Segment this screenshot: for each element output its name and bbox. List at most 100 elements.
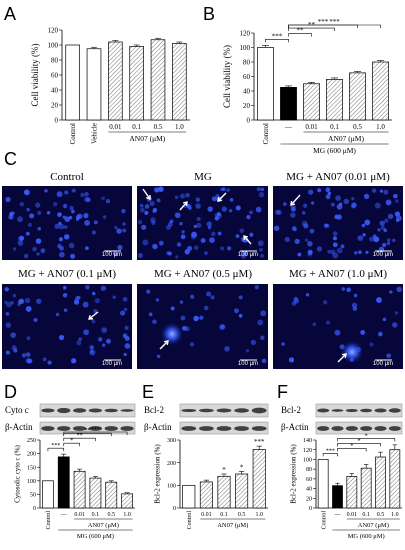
nucleus [246, 215, 251, 220]
nucleus [228, 209, 233, 213]
nucleus [249, 232, 254, 237]
nucleus [62, 285, 67, 290]
nucleus [137, 253, 143, 259]
y-axis-label: Bcl-2 expression (%) [154, 444, 162, 504]
chart-d: 0 50 100 150 200 250 Cytosolic cyto c (%) Contr… [14, 427, 135, 540]
nucleus [227, 246, 232, 251]
nucleus [273, 225, 280, 231]
nucleus [377, 228, 381, 232]
y-tick-label: 100 [303, 458, 312, 464]
nucleus [187, 204, 193, 210]
nucleus [226, 188, 230, 192]
nucleus [89, 345, 95, 350]
nucleus [274, 209, 281, 215]
y-tick-label: 0 [247, 116, 251, 124]
blot-band [41, 408, 55, 413]
micrograph-tile-mg-an07-01: 100 μm [2, 284, 132, 369]
x-tick-label: 1.0 [376, 123, 385, 131]
bar [73, 470, 86, 509]
x-tick-label: 1.0 [255, 512, 263, 518]
nucleus [180, 315, 186, 321]
nucleus [260, 335, 265, 341]
x-tick-label: Control [187, 511, 193, 530]
nucleus [304, 238, 309, 243]
y-tick-label: 80 [306, 467, 312, 473]
nucleus [23, 189, 30, 196]
nucleus [220, 246, 225, 251]
nucleus [224, 345, 230, 352]
nucleus [32, 246, 37, 252]
bar [372, 61, 389, 121]
nucleus [346, 287, 351, 293]
nucleus [5, 322, 12, 328]
significance-bracket [337, 443, 381, 447]
nucleus [120, 310, 126, 316]
nucleus [383, 228, 388, 233]
nucleus [17, 240, 24, 246]
y-tick-label: 20 [306, 496, 312, 502]
x-tick-label: 0.1 [330, 123, 339, 131]
y-tick-label: 300 [167, 438, 176, 444]
nucleus [336, 204, 343, 210]
nucleus [206, 221, 212, 227]
nucleus [209, 237, 215, 243]
nucleus [64, 190, 69, 195]
blot-row-label: Cyto c [5, 405, 29, 415]
nucleus [384, 218, 389, 223]
arrow-head-icon [217, 196, 223, 202]
nucleus [256, 187, 261, 192]
nucleus [62, 292, 68, 298]
nucleus [257, 319, 264, 326]
y-tick-label: 100 [167, 483, 176, 489]
y-tick-label: 60 [243, 73, 251, 81]
nucleus [74, 296, 80, 302]
nucleus [339, 344, 345, 350]
significance-mark: *** [318, 18, 329, 26]
blot-band [374, 426, 387, 431]
nucleus [239, 228, 245, 234]
fluorescent-glow [160, 322, 184, 346]
nucleus [291, 226, 297, 231]
nucleus [156, 354, 161, 359]
nucleus [139, 207, 145, 213]
y-tick-label: 120 [240, 29, 251, 37]
significance-bracket [322, 453, 338, 457]
x-tick-label: 1.0 [123, 512, 131, 518]
nucleus [193, 315, 199, 322]
nucleus [281, 342, 285, 346]
nucleus [349, 358, 354, 362]
nucleus [235, 234, 240, 239]
nucleus [17, 302, 22, 307]
nucleus [64, 234, 70, 240]
nucleus [355, 346, 361, 353]
nucleus [394, 311, 399, 315]
nucleus [196, 222, 202, 228]
nucleus [24, 189, 28, 194]
nucleus [24, 297, 31, 304]
nucleus [142, 239, 149, 246]
nucleus [325, 194, 331, 200]
nucleus [44, 189, 48, 193]
nucleus [332, 252, 339, 259]
nucleus [100, 285, 107, 291]
nucleus [301, 210, 306, 215]
nucleus [106, 338, 111, 344]
nucleus [386, 353, 392, 359]
nucleus [276, 209, 282, 215]
nucleus [170, 306, 175, 311]
nucleus [112, 251, 118, 256]
nucleus [323, 223, 329, 228]
nucleus [54, 223, 60, 229]
nucleus [179, 300, 184, 304]
nucleus [97, 337, 103, 342]
micrograph-tile-mg-an07-001: 100 μm [273, 186, 403, 260]
blot-band [72, 408, 87, 413]
nucleus [379, 189, 384, 193]
y-tick-label: 0 [173, 506, 176, 512]
nucleus [124, 325, 129, 331]
significance-bracket [265, 39, 289, 43]
bar [346, 476, 358, 509]
nucleus [165, 225, 171, 230]
